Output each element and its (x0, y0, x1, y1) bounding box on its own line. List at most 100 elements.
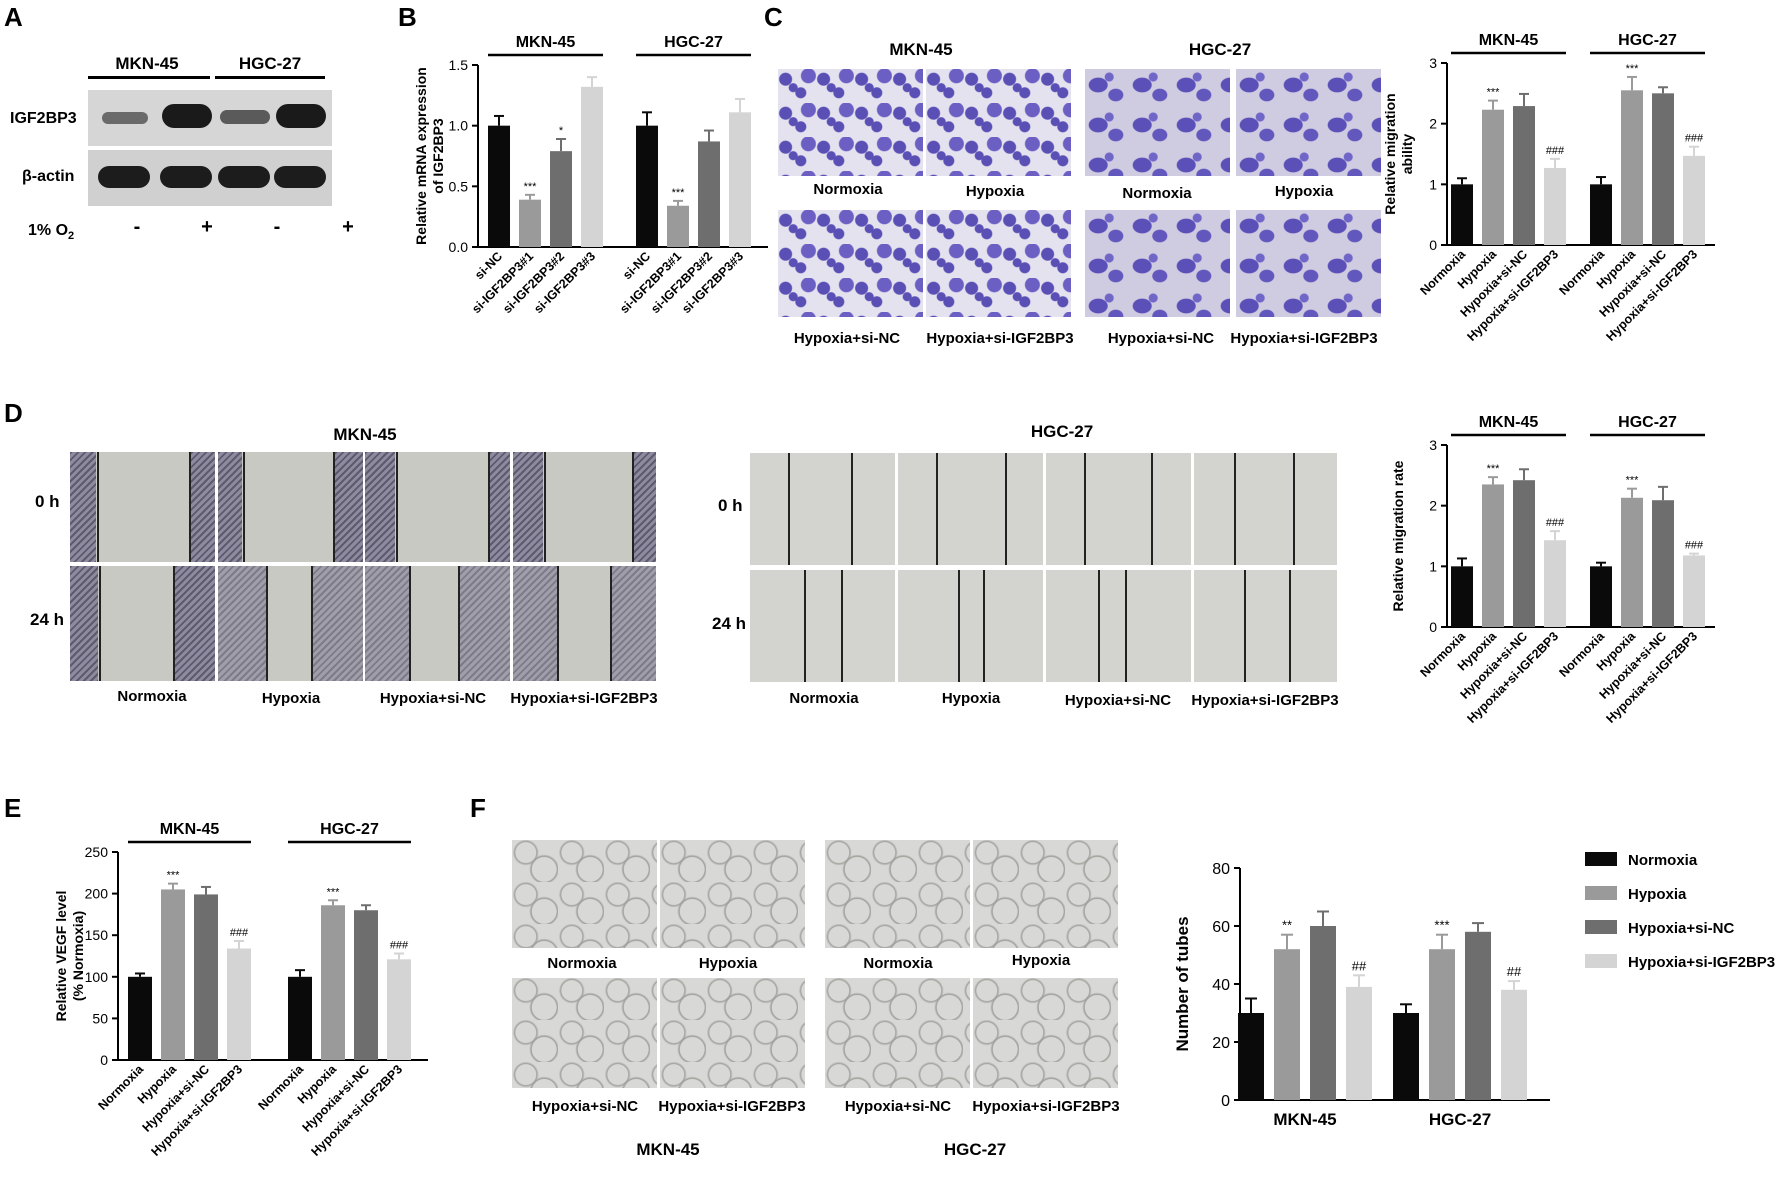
wound-img (1046, 453, 1191, 565)
group-title: MKN-45 (1479, 414, 1539, 431)
y-tick-label: 50 (92, 1010, 108, 1026)
bar (550, 151, 572, 247)
bar (1451, 184, 1473, 245)
tube-img (512, 978, 657, 1088)
wound-label: Hypoxia+si-IGF2BP3 (510, 690, 658, 707)
tube-label: Hypoxia (698, 955, 758, 972)
significance-label: *** (672, 187, 686, 199)
y-tick-label: 150 (85, 927, 109, 943)
bar (636, 125, 658, 247)
y-tick-label: 1.5 (449, 57, 469, 73)
transwell-img-mkn-siigf (926, 210, 1071, 317)
transwell-img-hgc-siigf (1236, 210, 1381, 317)
significance-label: * (559, 125, 564, 137)
x-tick-label: Normoxia (1417, 246, 1468, 297)
lane-sign-3: - (273, 216, 281, 238)
lane-sign-1: - (133, 216, 141, 238)
chart-c: 0 1 2 3 Relative migrationability MKN-45 Normo… (1385, 32, 1715, 344)
bar (1393, 1013, 1419, 1100)
significance-label: *** (1487, 87, 1501, 99)
tube-label: Normoxia (863, 955, 933, 972)
significance-label: *** (1487, 463, 1501, 475)
x-tick-label: Normoxia (1556, 628, 1607, 679)
wound-img (898, 453, 1043, 565)
blot-igf2bp3 (88, 90, 332, 146)
bar (387, 959, 411, 1060)
transwell-label: Hypoxia+si-NC (793, 330, 901, 347)
wound-title-hgc27: HGC-27 (1030, 422, 1094, 441)
legend-label: Hypoxia+si-IGF2BP3 (1628, 954, 1775, 971)
significance-label: *** (1626, 475, 1640, 487)
y-tick-label: 1 (1429, 176, 1437, 192)
tube-label: Normoxia (547, 955, 617, 972)
bar (227, 948, 251, 1060)
wound-label: Hypoxia+si-NC (379, 690, 487, 707)
panel-f-letter: F (470, 793, 486, 823)
tube-label: Hypoxia (1011, 952, 1071, 969)
group-title: HGC-27 (1618, 32, 1677, 49)
bar (1621, 90, 1643, 245)
group-title: MKN-45 (160, 821, 220, 838)
y-tick-label: 0 (1429, 619, 1437, 635)
transwell-label: Hypoxia (1274, 183, 1334, 200)
group-title: HGC-27 (1618, 414, 1677, 431)
bar (1238, 1013, 1264, 1100)
tube-group-hgc27: HGC-27 (943, 1140, 1007, 1159)
transwell-label: Hypoxia (965, 183, 1025, 200)
bar (488, 125, 510, 247)
tube-label: Hypoxia+si-IGF2BP3 (972, 1098, 1120, 1115)
blot-group-line-1 (88, 76, 210, 79)
wound-img (1046, 570, 1191, 682)
transwell-label: Hypoxia+si-NC (1107, 330, 1215, 347)
time-label-0h: 0 h (35, 492, 60, 511)
legend-swatch (1585, 886, 1617, 900)
bar (1465, 931, 1491, 1100)
wound-img (1194, 453, 1337, 565)
y-tick-label: 0.0 (449, 239, 469, 255)
wound-label: Hypoxia+si-NC (1064, 692, 1172, 709)
panel-b-letter: B (398, 2, 417, 32)
significance-label: *** (327, 886, 341, 898)
y-axis-label: Relative migration rate (1390, 460, 1406, 611)
bar (1652, 93, 1674, 245)
chart-d: 0 1 2 3 Relative migration rate MKN-45 Normoxi… (1390, 414, 1715, 726)
tube-img (660, 840, 805, 948)
significance-label: ### (230, 927, 249, 939)
significance-label: ## (1507, 964, 1522, 979)
y-tick-label: 60 (1212, 919, 1230, 936)
bar (729, 112, 751, 247)
bar (1482, 109, 1504, 245)
bar (1683, 555, 1705, 627)
bar (1513, 480, 1535, 627)
y-tick-label: 0 (100, 1052, 108, 1068)
transwell-label: Normoxia (813, 181, 883, 198)
significance-label: *** (1434, 918, 1449, 933)
x-tick-label: MKN-45 (1273, 1110, 1336, 1129)
y-axis-label: Relative mRNA expressionof IGF2BP3 (413, 67, 446, 245)
bar (1544, 167, 1566, 245)
time-label-24h: 24 h (30, 610, 65, 629)
panel-a-letter: A (4, 2, 23, 32)
y-tick-label: 250 (85, 844, 109, 860)
y-tick-label: 0 (1221, 1093, 1230, 1110)
tube-img (973, 978, 1118, 1088)
wound-img (218, 452, 363, 562)
transwell-img-mkn-normoxia (778, 69, 923, 176)
wound-label: Normoxia (117, 688, 187, 705)
panel-d-letter: D (4, 398, 23, 428)
x-tick-label: HGC-27 (1429, 1110, 1491, 1129)
wound-label: Hypoxia (941, 690, 1001, 707)
tube-group-mkn45: MKN-45 (636, 1140, 700, 1159)
chart-e: 0 50 100 150 200 250 Relative VEGF level(% Nor… (53, 821, 428, 1159)
chart-f: 0 20 40 60 80 Number of tubes ** ## MKN-45 *** ## H… (1173, 852, 1775, 1129)
tube-img (512, 840, 657, 948)
panel-e-letter: E (4, 793, 22, 823)
bar (667, 205, 689, 247)
bar (1451, 566, 1473, 627)
bar (1544, 540, 1566, 627)
chart-f-plot: 0 20 40 60 80 Number of tubes ** ## MKN-45 *** ## H… (1173, 852, 1775, 1129)
bar (581, 86, 603, 247)
transwell-label: Hypoxia+si-IGF2BP3 (926, 330, 1074, 347)
blot-actin (88, 150, 332, 206)
